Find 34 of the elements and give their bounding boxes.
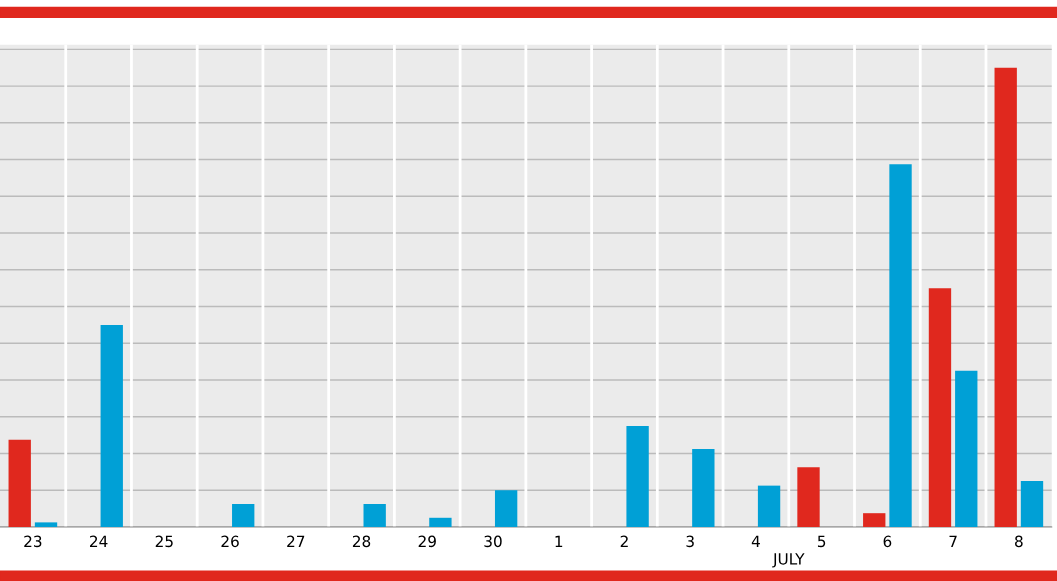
x-tick-label: 8: [1015, 535, 1023, 548]
bar: [494, 490, 518, 527]
x-tick-label: 4: [751, 535, 760, 547]
bar: [34, 522, 58, 527]
x-tick-label: 7: [949, 535, 957, 547]
bar: [8, 439, 31, 527]
bar: [863, 513, 886, 527]
bar: [232, 504, 255, 527]
x-axis-title: JULY: [772, 553, 805, 568]
x-tick-label: 26: [221, 535, 239, 548]
x-tick-label: 3: [686, 535, 694, 548]
x-tick-label: 6: [883, 535, 892, 548]
x-tick-label: 28: [352, 535, 371, 548]
bar: [100, 324, 123, 527]
bar: [363, 504, 386, 527]
x-tick-label: 25: [155, 535, 173, 548]
bar: [1020, 481, 1044, 527]
x-tick-label: 30: [484, 535, 502, 548]
bar: [626, 425, 649, 527]
x-tick-label: 23: [24, 535, 42, 548]
bar: [928, 288, 952, 527]
x-tick-label: 5: [817, 535, 826, 548]
x-tick-label: 1: [555, 535, 563, 547]
bar: [692, 448, 715, 527]
bar: [955, 370, 978, 527]
x-tick-label: 24: [90, 535, 108, 547]
bar: [994, 67, 1017, 527]
x-tick-label: 29: [418, 535, 436, 548]
bar: [889, 164, 912, 527]
bar: [429, 517, 452, 527]
x-tick-label: 2: [620, 535, 628, 547]
x-tick-label: 27: [287, 535, 305, 547]
bar: [797, 467, 820, 527]
bar: [757, 485, 781, 527]
